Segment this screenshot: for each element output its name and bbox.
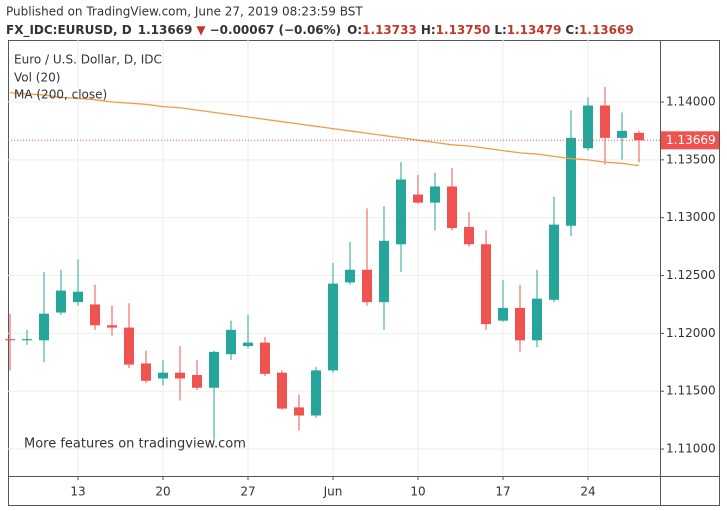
candle-body bbox=[124, 327, 134, 365]
candle-body bbox=[600, 105, 610, 138]
y-tick-label: 1.14000 bbox=[666, 95, 716, 109]
candle-body bbox=[396, 179, 406, 245]
candle-body bbox=[498, 307, 508, 321]
candle-body bbox=[243, 342, 253, 347]
y-tick-label: 1.11500 bbox=[666, 384, 716, 398]
y-tick-label: 1.12500 bbox=[666, 268, 716, 282]
header-line: FX_IDC:EURUSD, D 1.13669 ▼ −0.00067 (−0.06%… bbox=[6, 23, 634, 38]
candle-body bbox=[209, 351, 219, 388]
candle-body bbox=[464, 226, 474, 245]
c-value: 1.13669 bbox=[579, 23, 634, 37]
l-label: L: bbox=[494, 23, 506, 37]
candle-body bbox=[56, 290, 66, 313]
candle-body bbox=[90, 304, 100, 326]
candle-body bbox=[583, 105, 593, 149]
last-price-box bbox=[661, 131, 719, 150]
x-tick-label: 10 bbox=[410, 485, 425, 499]
candle-body bbox=[5, 339, 15, 341]
candle-body bbox=[413, 194, 423, 203]
candle-body bbox=[22, 339, 32, 341]
marks bbox=[5, 86, 660, 440]
legend-entry: Vol (20) bbox=[14, 71, 60, 85]
y-tick-label: 1.11000 bbox=[666, 442, 716, 456]
x-tick-label: Jun bbox=[323, 485, 343, 499]
o-label: O: bbox=[347, 23, 362, 37]
candle-body bbox=[294, 407, 304, 416]
candle-body bbox=[141, 363, 151, 381]
x-tick-label: 17 bbox=[495, 485, 510, 499]
candle-body bbox=[362, 269, 372, 303]
x-tick-label: 24 bbox=[580, 485, 595, 499]
x-tick-label: 20 bbox=[155, 485, 170, 499]
candle-body bbox=[549, 224, 559, 300]
candle-body bbox=[617, 130, 627, 138]
ma-line bbox=[9, 92, 640, 167]
header-text: FX_IDC:EURUSD, D 1.13669 ▼ −0.00067 (−0.06%… bbox=[6, 23, 634, 38]
candle-body bbox=[39, 313, 49, 341]
c-label: C: bbox=[565, 23, 579, 37]
candle-body bbox=[515, 307, 525, 341]
o-value: 1.13733 bbox=[362, 23, 417, 37]
candle-body bbox=[260, 342, 270, 374]
last: 1.13669 bbox=[138, 23, 193, 37]
symbol: FX_IDC:EURUSD, D bbox=[6, 23, 132, 38]
candle-body bbox=[175, 372, 185, 379]
candle-body bbox=[328, 283, 338, 371]
candle-body bbox=[73, 291, 83, 303]
candle-body bbox=[345, 269, 355, 283]
candle-body bbox=[447, 186, 457, 229]
y-tick-label: 1.13500 bbox=[666, 152, 716, 166]
candle-body bbox=[634, 132, 644, 141]
candle-body bbox=[532, 298, 542, 341]
annotation: More features on tradingview.com bbox=[24, 437, 246, 452]
axes: 1.11000 1.11500 1.12000 1.12500 1.13000 1.135… bbox=[70, 95, 719, 499]
l-value: 1.13479 bbox=[507, 23, 562, 37]
published: Published on TradingView.com, June 27, 2… bbox=[6, 5, 363, 19]
grid bbox=[8, 40, 660, 476]
y-tick-label: 1.12000 bbox=[666, 326, 716, 340]
candle-body bbox=[107, 325, 117, 328]
last-price-label: 1.13669 bbox=[666, 133, 716, 147]
h-value: 1.13750 bbox=[436, 23, 491, 37]
y-tick-label: 1.13000 bbox=[666, 210, 716, 224]
candle-body bbox=[158, 372, 168, 379]
arrow: ▼ bbox=[196, 23, 206, 37]
candle-body bbox=[566, 137, 576, 226]
candle-body bbox=[192, 375, 202, 388]
legend-title: Euro / U.S. Dollar, D, IDC bbox=[14, 53, 162, 67]
legend-entry: MA (200, close) bbox=[14, 88, 107, 102]
candle-body bbox=[226, 329, 236, 355]
candle-body bbox=[277, 372, 287, 409]
candle-body bbox=[481, 244, 491, 325]
candle-body bbox=[311, 370, 321, 416]
candle-body bbox=[379, 240, 389, 303]
h-label: H: bbox=[421, 23, 436, 37]
frame bbox=[8, 40, 720, 506]
x-tick-label: 27 bbox=[240, 485, 255, 499]
change: −0.00067 (−0.06%) bbox=[210, 23, 342, 37]
candle-body bbox=[430, 186, 440, 203]
x-tick-label: 13 bbox=[70, 485, 85, 499]
